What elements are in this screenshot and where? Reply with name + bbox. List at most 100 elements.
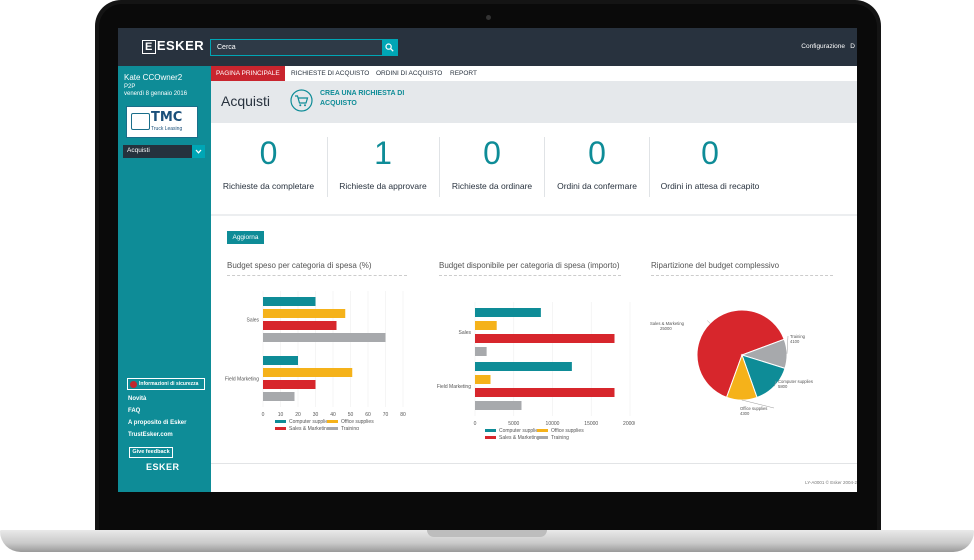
esker-logo[interactable]: E ESKER: [142, 38, 204, 54]
counter-awaiting-delivery[interactable]: 0 Ordini in attesa di recapito: [650, 123, 770, 215]
counter-label: Richieste da ordinare: [451, 181, 533, 191]
counter-to-approve[interactable]: 1 Richieste da approvare: [328, 123, 438, 215]
bar: [263, 309, 346, 318]
sidebar-link-faq[interactable]: FAQ: [128, 408, 141, 414]
page-title: Acquisti: [221, 93, 271, 109]
x-tick-label: 80: [400, 412, 406, 418]
security-info-button[interactable]: Informazioni di sicurezza: [127, 378, 205, 390]
user-role: P2P: [124, 84, 136, 90]
sidebar-link-about[interactable]: A proposito di Esker: [128, 420, 187, 426]
legend-swatch: [327, 420, 338, 423]
bar: [263, 297, 316, 306]
search-button[interactable]: [382, 40, 397, 55]
pie-slice-value: 4100: [790, 339, 800, 344]
chevron-down-icon: [195, 149, 202, 154]
pie-slice-label: Sales & Marketing: [650, 321, 685, 326]
pie-slice-value: 5800: [778, 384, 788, 389]
bar: [263, 321, 337, 330]
pie-leader-line: [786, 335, 789, 354]
user-name: Kate CCOwner2: [124, 73, 183, 82]
x-tick-label: 20000: [623, 421, 635, 427]
chart-available-by-category: 0 5000 10000 15000 20000 Sales Field Marketing…: [437, 302, 635, 440]
legend-label: Training: [551, 435, 569, 440]
x-tick-label: 60: [365, 412, 371, 418]
legend-label: Computer supplies: [289, 419, 331, 425]
user-date: venerdì 8 gennaio 2016: [124, 91, 188, 97]
x-tick-label: 10: [278, 412, 284, 418]
legend-label: Training: [341, 426, 359, 430]
chart-title-breakdown: Ripartizione del budget complessivo: [651, 260, 833, 276]
counter-value: 1: [374, 135, 392, 171]
counters-panel: 0 Richieste da completare 1 Richieste da…: [211, 123, 857, 215]
pie-slice-label: Computer supplies: [778, 379, 813, 384]
bar: [475, 388, 615, 397]
cart-icon[interactable]: [290, 89, 313, 112]
esker-footer-logo: ESKER: [146, 462, 180, 472]
legend-label: Sales & Marketing: [499, 435, 540, 440]
bar: [263, 380, 316, 389]
legend-swatch: [537, 436, 548, 439]
tab-purchase-orders[interactable]: ORDINI DI ACQUISTO: [376, 70, 443, 77]
main-tabs: PAGINA PRINCIPALE RICHIESTE DI ACQUISTO …: [211, 66, 857, 81]
counter-label: Ordini in attesa di recapito: [660, 181, 760, 191]
page-header: Acquisti CREA UNA RICHIESTA DI ACQUISTO: [211, 81, 857, 123]
module-select[interactable]: Acquisti: [123, 145, 205, 158]
x-tick-label: 5000: [508, 421, 519, 427]
bar: [263, 368, 353, 377]
pie-slice-label: Training: [790, 334, 806, 339]
refresh-button[interactable]: Aggiorna: [227, 231, 264, 244]
counter-to-order[interactable]: 0 Richieste da ordinare: [440, 123, 544, 215]
module-select-toggle[interactable]: [192, 145, 205, 158]
chart-title-spent: Budget speso per categoria di spesa (%): [227, 260, 407, 276]
search-input[interactable]: [211, 40, 385, 55]
bar: [475, 321, 497, 330]
bar: [475, 347, 487, 356]
x-tick-label: 15000: [584, 421, 598, 427]
pie-leader-line: [707, 320, 711, 324]
legend-swatch: [275, 427, 286, 430]
counter-label: Richieste da completare: [222, 181, 315, 191]
truck-icon: [131, 113, 150, 130]
bar: [475, 308, 541, 317]
counter-divider: [439, 137, 440, 197]
top-menu-overflow[interactable]: D: [850, 43, 855, 50]
pie-slice-label: Office supplies: [740, 406, 767, 411]
legend-swatch: [537, 429, 548, 432]
configuration-link[interactable]: Configurazione: [801, 43, 845, 50]
sidebar-link-trustesker[interactable]: TrustEsker.com: [128, 432, 173, 438]
footer-divider: [211, 463, 857, 464]
tab-home[interactable]: PAGINA PRINCIPALE: [211, 66, 285, 81]
counter-label: Ordini da confermare: [557, 181, 637, 191]
bar: [475, 401, 522, 410]
x-tick-label: 0: [262, 412, 265, 418]
alert-icon: [130, 380, 137, 388]
tab-purchase-requests[interactable]: RICHIESTE DI ACQUISTO: [291, 70, 370, 77]
x-tick-label: 10000: [546, 421, 560, 427]
give-feedback-button[interactable]: Give feedback: [129, 447, 173, 458]
logo-text: ESKER: [156, 38, 205, 53]
x-tick-label: 20: [295, 412, 301, 418]
legend-swatch: [485, 429, 496, 432]
create-request-link[interactable]: CREA UNA RICHIESTA DI ACQUISTO: [320, 90, 405, 107]
counter-to-confirm[interactable]: 0 Ordini da confermare: [545, 123, 649, 215]
counter-label: Richieste da approvare: [339, 181, 427, 191]
counter-to-complete[interactable]: 0 Richieste da completare: [216, 123, 321, 215]
category-label: Sales: [246, 318, 259, 324]
camera: [486, 15, 491, 20]
tab-reports[interactable]: REPORT: [450, 70, 477, 77]
bar: [475, 362, 572, 371]
sidebar-link-news[interactable]: Novità: [128, 396, 147, 402]
footer-copyright: LY-A0001 © Esker 2004-2: [805, 480, 857, 485]
section-divider: [211, 214, 857, 216]
bar: [475, 334, 615, 343]
module-select-value: Acquisti: [127, 147, 150, 154]
sidebar: Kate CCOwner2 P2P venerdì 8 gennaio 2016…: [118, 66, 211, 492]
counter-divider: [544, 137, 545, 197]
legend-label: Office supplies: [551, 428, 584, 434]
x-tick-label: 30: [313, 412, 319, 418]
legend-label: Computer supplies: [499, 428, 541, 434]
x-tick-label: 0: [474, 421, 477, 427]
